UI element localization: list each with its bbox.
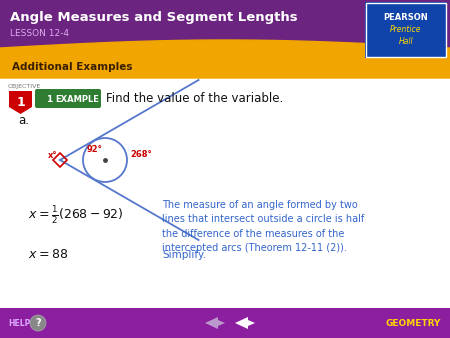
Polygon shape — [9, 91, 32, 114]
Text: LESSON 12-4: LESSON 12-4 — [10, 28, 69, 38]
Text: Prentice: Prentice — [390, 25, 422, 34]
FancyBboxPatch shape — [35, 89, 101, 108]
Text: PEARSON: PEARSON — [383, 14, 428, 23]
Text: $x = \frac{1}{2}$$(268 - 92)$: $x = \frac{1}{2}$$(268 - 92)$ — [28, 204, 124, 226]
Text: HELP: HELP — [8, 318, 31, 328]
Text: Additional Examples: Additional Examples — [12, 62, 132, 72]
Text: GEOMETRY: GEOMETRY — [385, 318, 441, 328]
Text: 268°: 268° — [130, 150, 152, 159]
Text: a.: a. — [18, 114, 29, 126]
Text: Find the value of the variable.: Find the value of the variable. — [106, 93, 283, 105]
Text: ?: ? — [35, 318, 41, 328]
Text: $x = 88$: $x = 88$ — [28, 248, 68, 262]
Text: 1: 1 — [16, 96, 25, 108]
Text: Angle Measures and Segment Lengths: Angle Measures and Segment Lengths — [10, 11, 297, 24]
FancyBboxPatch shape — [365, 2, 447, 58]
Polygon shape — [0, 40, 450, 78]
Text: OBJECTIVE: OBJECTIVE — [8, 84, 41, 89]
Text: 92°: 92° — [87, 145, 103, 154]
Text: Hall: Hall — [399, 37, 413, 46]
FancyBboxPatch shape — [366, 3, 446, 57]
Text: 1: 1 — [46, 95, 52, 103]
Polygon shape — [205, 317, 225, 329]
Text: x°: x° — [48, 151, 58, 160]
Text: EXAMPLE: EXAMPLE — [55, 95, 99, 103]
FancyBboxPatch shape — [0, 0, 450, 60]
Polygon shape — [235, 317, 255, 329]
Text: Simplify.: Simplify. — [162, 250, 206, 260]
Text: The measure of an angle formed by two
lines that intersect outside a circle is h: The measure of an angle formed by two li… — [162, 200, 364, 253]
FancyBboxPatch shape — [0, 308, 450, 338]
Circle shape — [30, 315, 46, 331]
